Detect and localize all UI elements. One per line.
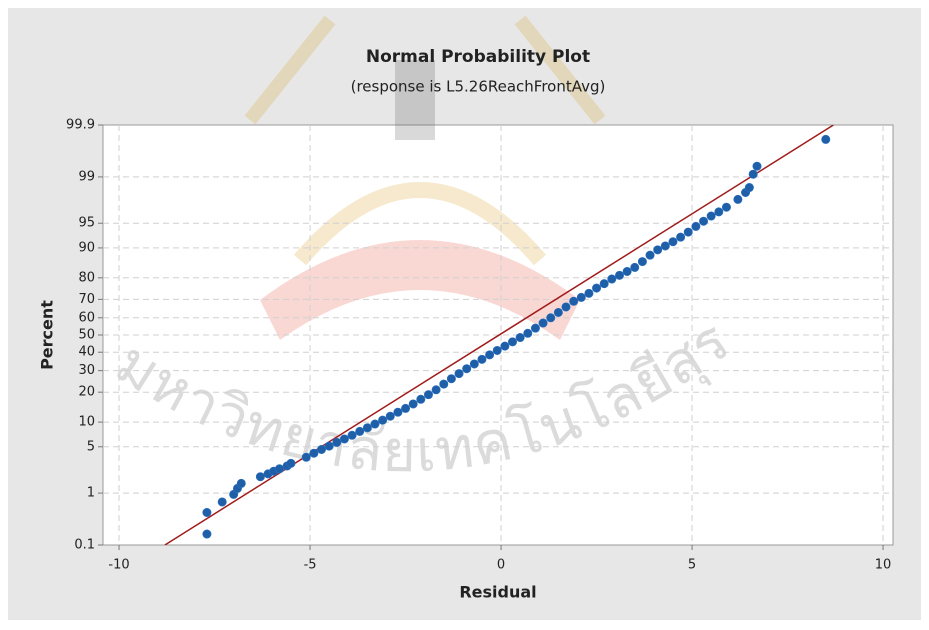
data-point	[401, 404, 409, 412]
x-tick-label: -10	[108, 558, 129, 573]
data-point	[237, 479, 245, 487]
y-tick-label: 40	[78, 345, 95, 360]
data-point	[661, 242, 669, 250]
data-point	[340, 435, 348, 443]
data-point	[275, 465, 283, 473]
y-tick-label: 70	[78, 292, 95, 307]
data-point	[302, 453, 310, 461]
data-point	[462, 364, 470, 372]
data-point	[539, 319, 547, 327]
data-point	[608, 275, 616, 283]
y-tick-label: 5	[87, 439, 95, 454]
data-point	[256, 473, 264, 481]
data-point	[424, 390, 432, 398]
data-point	[287, 459, 295, 467]
y-tick-label: 50	[78, 328, 95, 343]
data-point	[333, 438, 341, 446]
y-tick-label: 90	[78, 240, 95, 255]
data-point	[348, 431, 356, 439]
data-point	[547, 314, 555, 322]
data-point	[317, 445, 325, 453]
data-point	[600, 279, 608, 287]
y-tick-label: 99.9	[66, 118, 95, 133]
data-point	[356, 427, 364, 435]
chart: มหาวิทยาลัยเทคโนโลยีสุรนารี Normal Proba…	[0, 0, 929, 626]
y-tick-label: 80	[78, 270, 95, 285]
data-point	[615, 271, 623, 279]
data-point	[623, 267, 631, 275]
page: {"chart_data": {"type": "scatter", "titl…	[0, 0, 929, 626]
chart-title: Normal Probability Plot	[366, 47, 590, 67]
x-axis-label: Residual	[459, 583, 536, 602]
data-point	[378, 416, 386, 424]
data-point	[577, 293, 585, 301]
chart-subtitle: (response is L5.26ReachFrontAvg)	[351, 78, 606, 96]
data-point	[569, 297, 577, 305]
x-tick-label: 5	[688, 558, 696, 573]
data-point	[417, 395, 425, 403]
y-tick-label: 20	[78, 385, 95, 400]
y-tick-label: 30	[78, 363, 95, 378]
data-point	[386, 412, 394, 420]
data-point	[218, 498, 226, 506]
y-tick-label: 10	[78, 415, 95, 430]
data-point	[745, 183, 753, 191]
data-point	[508, 338, 516, 346]
y-tick-label: 60	[78, 310, 95, 325]
data-point	[676, 233, 684, 241]
data-point	[371, 420, 379, 428]
data-point	[310, 449, 318, 457]
data-point	[516, 333, 524, 341]
data-point	[325, 442, 333, 450]
data-point	[531, 324, 539, 332]
data-point	[692, 222, 700, 230]
data-point	[363, 424, 371, 432]
data-point	[432, 386, 440, 394]
data-point	[501, 342, 509, 350]
data-point	[669, 238, 677, 246]
data-point	[485, 351, 493, 359]
data-point	[562, 303, 570, 311]
data-point	[699, 217, 707, 225]
data-point	[447, 375, 455, 383]
x-tick-label: 10	[875, 558, 892, 573]
data-point	[470, 360, 478, 368]
y-tick-label: 95	[78, 216, 95, 231]
data-point	[638, 257, 646, 265]
data-point	[715, 208, 723, 216]
data-point	[409, 400, 417, 408]
data-point	[493, 346, 501, 354]
data-point	[592, 284, 600, 292]
data-point	[554, 308, 562, 316]
data-point	[478, 355, 486, 363]
data-point	[722, 203, 730, 211]
y-tick-label: 1	[87, 486, 95, 501]
data-point	[585, 289, 593, 297]
data-point	[707, 212, 715, 220]
x-tick-label: -5	[304, 558, 317, 573]
data-point	[749, 170, 757, 178]
data-point	[684, 228, 692, 236]
y-tick-label: 0.1	[74, 538, 95, 553]
data-point	[653, 246, 661, 254]
data-point	[822, 135, 830, 143]
y-tick-label: 99	[78, 169, 95, 184]
data-point	[203, 508, 211, 516]
data-point	[631, 263, 639, 271]
data-point	[753, 162, 761, 170]
data-point	[203, 530, 211, 538]
data-point	[455, 369, 463, 377]
data-point	[394, 408, 402, 416]
data-point	[734, 195, 742, 203]
data-point	[646, 251, 654, 259]
x-tick-label: 0	[497, 558, 505, 573]
y-axis-label: Percent	[38, 300, 57, 370]
data-point	[524, 329, 532, 337]
data-point	[440, 380, 448, 388]
